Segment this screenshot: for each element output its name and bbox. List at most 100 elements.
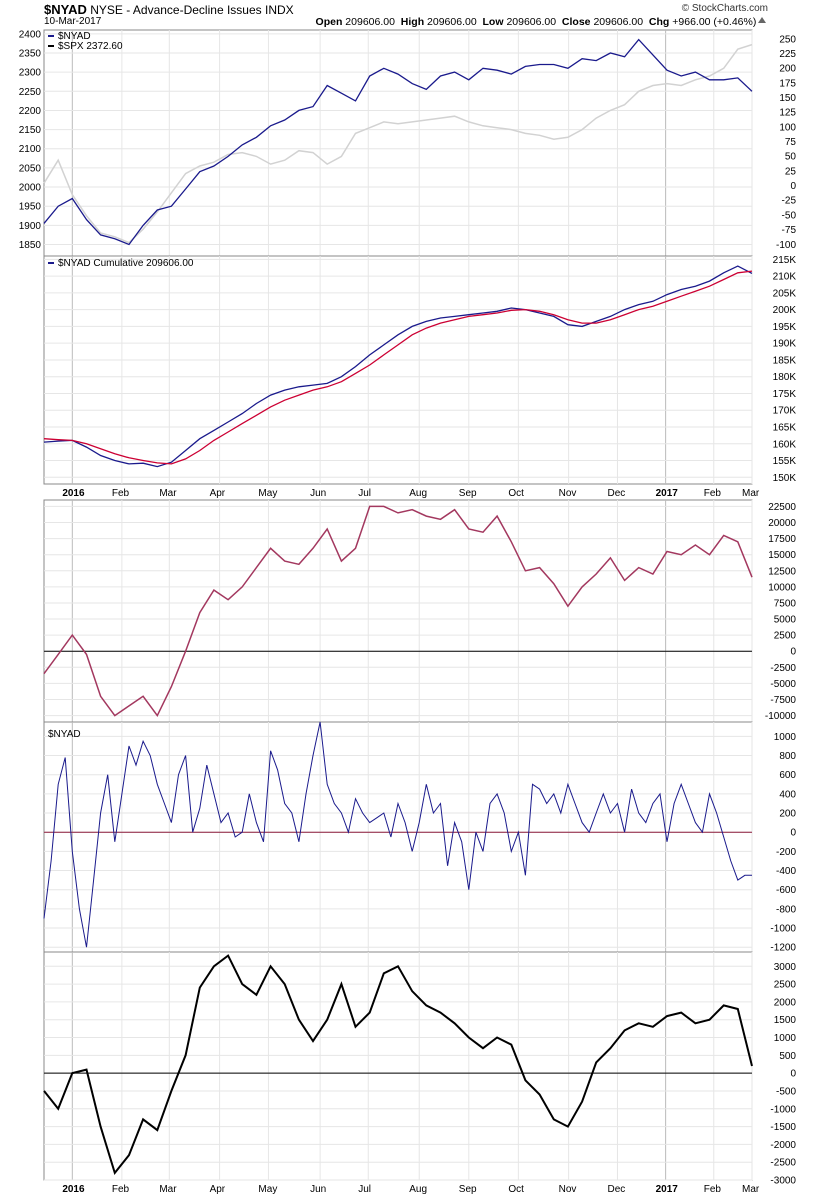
x-tick-label-upper: Feb [112, 488, 130, 499]
osc3-ytick-label: -1000 [770, 1104, 796, 1115]
x-tick-label-upper: Mar [742, 488, 760, 499]
exchange: INDX [264, 3, 294, 17]
x-tick-label-lower: Aug [409, 1184, 427, 1195]
osc3-series-line [43, 954, 753, 1176]
chart-date: 10-Mar-2017 [44, 16, 102, 27]
cumulative-ytick-label: 180K [773, 372, 797, 383]
cumulative-frame [43, 255, 753, 485]
price-left-tick-label: 2250 [19, 87, 42, 98]
price-frame [43, 29, 753, 257]
price-left-tick-label: 1850 [19, 240, 42, 251]
chg-label: Chg [648, 16, 670, 28]
osc3-ytick-label: 2000 [774, 997, 797, 1008]
osc1-ytick-label: -2500 [770, 663, 796, 674]
osc3-panel: -3000 -2500 -2000 -1500 -1000 -500 0 500 1000 150… [43, 951, 797, 1187]
osc1-ytick-label: 10000 [768, 582, 796, 593]
cumulative-ytick-label: 160K [773, 439, 797, 450]
price-left-tick-label: 2000 [19, 183, 42, 194]
osc3-ytick-label: -1500 [770, 1122, 796, 1133]
osc2-ytick-label: -1000 [770, 924, 796, 935]
cumulative-ytick-label: 200K [773, 305, 797, 316]
cumulative-ytick-label: 175K [773, 389, 797, 400]
osc1-ytick-label: 5000 [774, 615, 797, 626]
osc1-ytick-label: 17500 [768, 534, 796, 545]
symbol: $NYAD [44, 2, 87, 17]
x-tick-label-upper: Aug [409, 488, 427, 499]
x-tick-label-lower: 2016 [62, 1184, 85, 1195]
osc2-ytick-label: -400 [776, 866, 796, 877]
x-tick-label-upper: May [258, 488, 277, 499]
close-value: 209606.00 [593, 16, 644, 28]
osc3-ytick-label: -2000 [770, 1140, 796, 1151]
price-right-tick-label: -25 [782, 196, 797, 207]
osc3-ytick-label: 1000 [774, 1033, 797, 1044]
price-right-tick-label: 25 [785, 166, 797, 177]
price-left-tick-label: 2350 [19, 48, 42, 59]
x-tick-label-lower: Mar [742, 1184, 760, 1195]
price-right-tick-label: 100 [779, 122, 796, 133]
osc1-ytick-label: 20000 [768, 518, 796, 529]
spx-series-line [43, 43, 753, 244]
price-left-tick-label: 1950 [19, 202, 42, 213]
cumulative-series-line [43, 265, 753, 468]
osc2-series-line [43, 721, 752, 948]
x-tick-label-upper: Jul [358, 488, 371, 499]
legend-spx-last: 2372.60 [86, 41, 123, 52]
x-tick-label-upper: Sep [459, 488, 477, 499]
osc1-ytick-label: -10000 [765, 711, 797, 722]
quote-bar: Open 209606.00 High 209606.00 Low 209606… [316, 16, 768, 28]
osc3-ytick-label: -3000 [770, 1176, 796, 1187]
x-tick-label-upper: Feb [704, 488, 722, 499]
x-tick-label-lower: Feb [704, 1184, 722, 1195]
cumulative-ytick-label: 155K [773, 456, 797, 467]
price-right-tick-label: 150 [779, 93, 796, 104]
osc3-ytick-label: 0 [790, 1069, 796, 1080]
osc2-ytick-label: -800 [776, 904, 796, 915]
osc2-ytick-label: -1200 [770, 943, 796, 954]
legend-spx-name: $SPX [58, 41, 86, 52]
price-left-tick-label: 1900 [19, 221, 42, 232]
price-right-tick-label: 0 [790, 181, 796, 192]
chg-value: +966.00 (+0.46%) [672, 16, 757, 28]
cumulative-ytick-label: 195K [773, 322, 797, 333]
price-right-tick-label: 75 [785, 137, 797, 148]
x-tick-label-lower: Mar [159, 1184, 177, 1195]
price-left-tick-label: 2200 [19, 106, 42, 117]
price-left-tick-label: 2150 [19, 125, 42, 136]
price-panel [43, 29, 753, 257]
price-right-tick-label: 125 [779, 108, 796, 119]
menu-arrow-icon[interactable] [758, 17, 766, 23]
x-tick-label-upper: Mar [159, 488, 177, 499]
cumulative-title: $NYAD Cumulative 209606.00 [58, 258, 194, 269]
cumulative-ytick-label: 205K [773, 288, 797, 299]
osc2-ytick-label: 1000 [774, 732, 797, 743]
low-label: Low [482, 16, 504, 28]
x-tick-label-upper: Dec [607, 488, 625, 499]
close-label: Close [561, 16, 591, 28]
osc1-ytick-label: 12500 [768, 566, 796, 577]
credit-link[interactable]: © StockCharts.com [681, 3, 768, 14]
osc2-title: $NYAD [48, 729, 81, 740]
cumulative-ytick-label: 215K [773, 255, 797, 266]
price-right-tick-label: 175 [779, 78, 796, 89]
price-left-tick-label: 2050 [19, 163, 42, 174]
osc2-ytick-label: -600 [776, 885, 796, 896]
price-left-tick-label: 2100 [19, 144, 42, 155]
osc3-ytick-label: -500 [776, 1086, 796, 1097]
x-tick-label-upper: Apr [210, 488, 226, 499]
x-tick-label-upper: 2017 [656, 488, 679, 499]
price-left-tick-label: 2400 [19, 29, 42, 40]
cumulative-ytick-label: 170K [773, 406, 797, 417]
open-label: Open [315, 16, 343, 28]
chart-header: $NYAD NYSE - Advance-Decline Issues INDX… [0, 0, 820, 30]
price-right-tick-label: -100 [776, 240, 796, 251]
low-value: 209606.00 [506, 16, 557, 28]
open-value: 209606.00 [345, 16, 395, 28]
osc3-ytick-label: 500 [779, 1051, 796, 1062]
cumulative-ytick-label: 165K [773, 423, 797, 434]
osc1-ytick-label: 15000 [768, 550, 796, 561]
high-label: High [400, 16, 425, 28]
x-tick-label-lower: May [258, 1184, 277, 1195]
x-tick-label-lower: Feb [112, 1184, 130, 1195]
